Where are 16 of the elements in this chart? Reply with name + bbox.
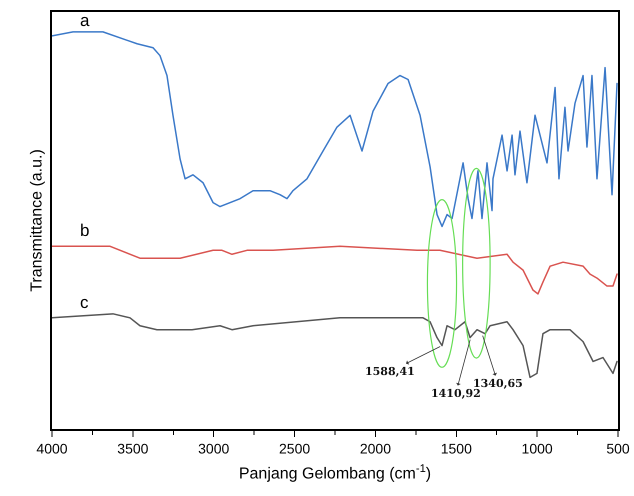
x-tick-label: 3000 [198, 440, 230, 457]
series-label: a [80, 11, 90, 30]
annotation: 1410,92 [431, 387, 481, 400]
annotation: 1588,41 [365, 365, 415, 378]
x-axis-title: Panjang Gelombang (cm$^{-1}$) [238, 463, 432, 483]
x-tick-label: 500 [606, 440, 630, 457]
series-label: c [80, 293, 89, 312]
x-tick-label: 2000 [360, 440, 392, 457]
x-tick-label: 4000 [36, 440, 68, 457]
x-tick-label: 2500 [278, 440, 310, 457]
x-tick-label: 3500 [117, 440, 149, 457]
y-axis-title: Transmittance (a.u.) [28, 149, 46, 292]
x-tick-label: 1000 [522, 440, 553, 457]
series-label: b [80, 221, 90, 240]
annotation: 1340,65 [473, 377, 523, 390]
x-tick-label: 1500 [440, 440, 472, 457]
